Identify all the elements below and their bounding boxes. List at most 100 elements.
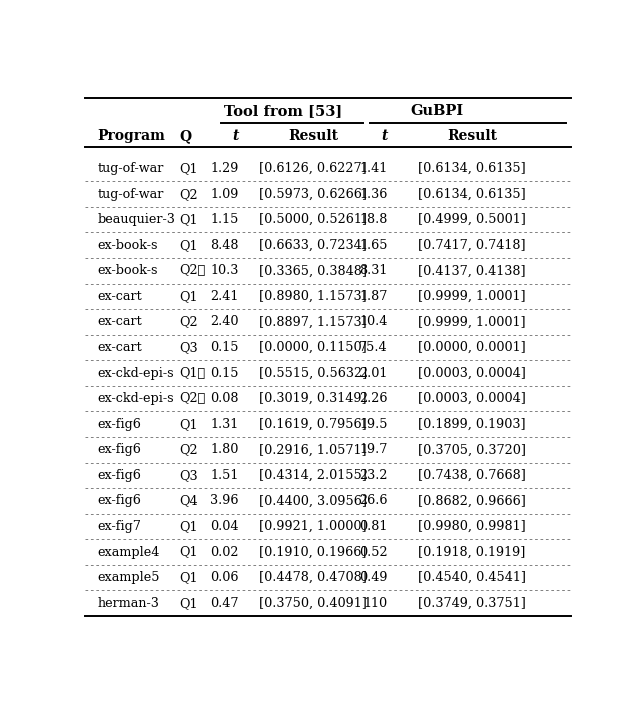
Text: [0.3365, 0.3848]: [0.3365, 0.3848]	[259, 264, 367, 278]
Text: [0.6126, 0.6227]: [0.6126, 0.6227]	[259, 162, 367, 175]
Text: Q1: Q1	[179, 571, 198, 584]
Text: example5: example5	[97, 571, 160, 584]
Text: [0.9999, 1.0001]: [0.9999, 1.0001]	[418, 316, 525, 328]
Text: 0.02: 0.02	[210, 546, 239, 558]
Text: [0.5973, 0.6266]: [0.5973, 0.6266]	[259, 188, 367, 200]
Text: 1.87: 1.87	[359, 290, 388, 303]
Text: tug-of-war: tug-of-war	[97, 188, 164, 200]
Text: Q1★: Q1★	[179, 366, 205, 380]
Text: 1.29: 1.29	[211, 162, 239, 175]
Text: Q2★: Q2★	[179, 392, 205, 405]
Text: [0.1918, 0.1919]: [0.1918, 0.1919]	[418, 546, 525, 558]
Text: 0.15: 0.15	[210, 341, 239, 354]
Text: 2.26: 2.26	[359, 392, 388, 405]
Text: [0.4314, 2.0155]: [0.4314, 2.0155]	[259, 469, 367, 482]
Text: 0.04: 0.04	[210, 520, 239, 533]
Text: tug-of-war: tug-of-war	[97, 162, 164, 175]
Text: 3.96: 3.96	[210, 494, 239, 508]
Text: Q1: Q1	[179, 213, 198, 226]
Text: [0.9980, 0.9981]: [0.9980, 0.9981]	[418, 520, 525, 533]
Text: Q1: Q1	[179, 418, 198, 431]
Text: 1.31: 1.31	[211, 418, 239, 431]
Text: [0.0003, 0.0004]: [0.0003, 0.0004]	[418, 366, 526, 380]
Text: 18.8: 18.8	[359, 213, 388, 226]
Text: [0.3705, 0.3720]: [0.3705, 0.3720]	[418, 444, 526, 456]
Text: [0.4478, 0.4708]: [0.4478, 0.4708]	[259, 571, 367, 584]
Text: [0.4400, 3.0956]: [0.4400, 3.0956]	[259, 494, 367, 508]
Text: 2.40: 2.40	[210, 316, 239, 328]
Text: Q1: Q1	[179, 239, 198, 252]
Text: Q1: Q1	[179, 520, 198, 533]
Text: 8.31: 8.31	[359, 264, 388, 278]
Text: Q: Q	[179, 129, 191, 143]
Text: Q2: Q2	[179, 316, 198, 328]
Text: Q2: Q2	[179, 444, 198, 456]
Text: ex-cart: ex-cart	[97, 290, 142, 303]
Text: Q4: Q4	[179, 494, 198, 508]
Text: Result: Result	[288, 129, 338, 143]
Text: [0.5515, 0.5632]: [0.5515, 0.5632]	[259, 366, 367, 380]
Text: [0.2916, 1.0571]: [0.2916, 1.0571]	[259, 444, 367, 456]
Text: Q3: Q3	[179, 341, 198, 354]
Text: [0.0003, 0.0004]: [0.0003, 0.0004]	[418, 392, 526, 405]
Text: ex-book-s: ex-book-s	[97, 264, 158, 278]
Text: ex-fig7: ex-fig7	[97, 520, 141, 533]
Text: [0.4540, 0.4541]: [0.4540, 0.4541]	[418, 571, 526, 584]
Text: [0.4137, 0.4138]: [0.4137, 0.4138]	[418, 264, 525, 278]
Text: [0.9921, 1.0000]: [0.9921, 1.0000]	[259, 520, 367, 533]
Text: ex-cart: ex-cart	[97, 341, 142, 354]
Text: 1.41: 1.41	[359, 162, 388, 175]
Text: GuBPI: GuBPI	[410, 105, 464, 118]
Text: 1.09: 1.09	[211, 188, 239, 200]
Text: Q1: Q1	[179, 162, 198, 175]
Text: ex-ckd-epi-s: ex-ckd-epi-s	[97, 392, 174, 405]
Text: [0.0000, 0.1150]: [0.0000, 0.1150]	[259, 341, 367, 354]
Text: ex-fig6: ex-fig6	[97, 418, 141, 431]
Text: [0.7417, 0.7418]: [0.7417, 0.7418]	[418, 239, 525, 252]
Text: [0.6633, 0.7234]: [0.6633, 0.7234]	[259, 239, 367, 252]
Text: 10.3: 10.3	[211, 264, 239, 278]
Text: 0.15: 0.15	[210, 366, 239, 380]
Text: Q1: Q1	[179, 597, 198, 610]
Text: 1.51: 1.51	[211, 469, 239, 482]
Text: 2.01: 2.01	[359, 366, 388, 380]
Text: [0.0000, 0.0001]: [0.0000, 0.0001]	[418, 341, 525, 354]
Text: [0.9999, 1.0001]: [0.9999, 1.0001]	[418, 290, 525, 303]
Text: [0.1619, 0.7956]: [0.1619, 0.7956]	[259, 418, 367, 431]
Text: Tool from [53]: Tool from [53]	[224, 105, 342, 118]
Text: 0.52: 0.52	[359, 546, 388, 558]
Text: Q2: Q2	[179, 188, 198, 200]
Text: Q2★: Q2★	[179, 264, 205, 278]
Text: t: t	[381, 129, 388, 143]
Text: ex-fig6: ex-fig6	[97, 444, 141, 456]
Text: [0.3749, 0.3751]: [0.3749, 0.3751]	[418, 597, 526, 610]
Text: 19.5: 19.5	[359, 418, 388, 431]
Text: ex-ckd-epi-s: ex-ckd-epi-s	[97, 366, 174, 380]
Text: 26.6: 26.6	[359, 494, 388, 508]
Text: example4: example4	[97, 546, 160, 558]
Text: 0.81: 0.81	[359, 520, 388, 533]
Text: herman-3: herman-3	[97, 597, 159, 610]
Text: Q3: Q3	[179, 469, 198, 482]
Text: Result: Result	[447, 129, 497, 143]
Text: 0.06: 0.06	[210, 571, 239, 584]
Text: [0.6134, 0.6135]: [0.6134, 0.6135]	[418, 188, 525, 200]
Text: 1.65: 1.65	[359, 239, 388, 252]
Text: ex-fig6: ex-fig6	[97, 494, 141, 508]
Text: beauquier-3: beauquier-3	[97, 213, 175, 226]
Text: [0.4999, 0.5001]: [0.4999, 0.5001]	[418, 213, 526, 226]
Text: [0.1899, 0.1903]: [0.1899, 0.1903]	[418, 418, 525, 431]
Text: [0.3750, 0.4091]: [0.3750, 0.4091]	[259, 597, 367, 610]
Text: Program: Program	[97, 129, 165, 143]
Text: t: t	[232, 129, 239, 143]
Text: ex-cart: ex-cart	[97, 316, 142, 328]
Text: 8.48: 8.48	[210, 239, 239, 252]
Text: [0.3019, 0.3149]: [0.3019, 0.3149]	[259, 392, 367, 405]
Text: [0.1910, 0.1966]: [0.1910, 0.1966]	[259, 546, 367, 558]
Text: ex-book-s: ex-book-s	[97, 239, 158, 252]
Text: 75.4: 75.4	[359, 341, 388, 354]
Text: 0.47: 0.47	[210, 597, 239, 610]
Text: [0.5000, 0.5261]: [0.5000, 0.5261]	[259, 213, 367, 226]
Text: 23.2: 23.2	[359, 469, 388, 482]
Text: Q1: Q1	[179, 546, 198, 558]
